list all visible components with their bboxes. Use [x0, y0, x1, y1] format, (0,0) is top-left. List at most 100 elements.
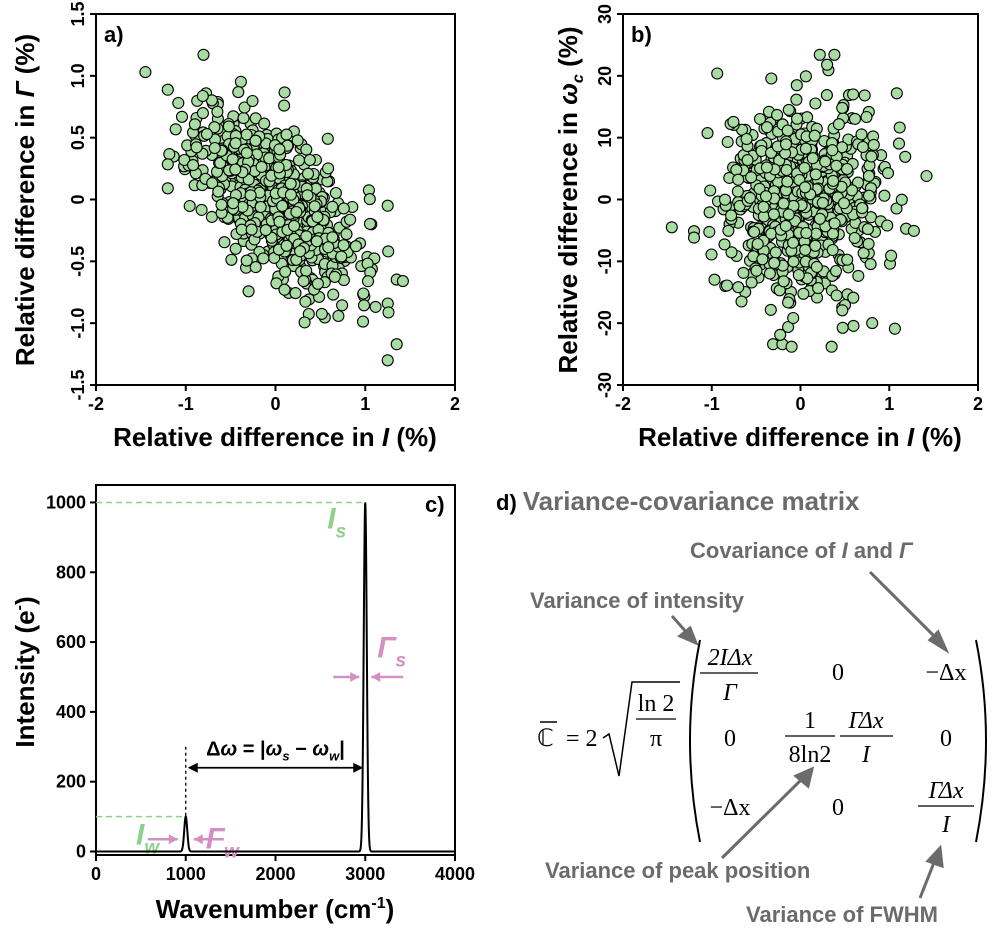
scatter-point	[735, 295, 748, 308]
scatter-point	[297, 275, 310, 288]
arrow-strong-fwhm-left-head	[350, 671, 360, 682]
scatter-point	[249, 134, 262, 147]
scatter-point	[703, 225, 716, 238]
scatter-point	[855, 128, 868, 141]
scatter-point	[299, 295, 312, 308]
x-tick-label: 2000	[255, 864, 295, 884]
scatter-point	[289, 287, 302, 300]
scatter-point	[779, 219, 792, 232]
scatter-point	[828, 48, 841, 61]
scatter-point	[826, 243, 839, 257]
scatter-point	[852, 269, 865, 282]
scatter-point	[301, 167, 315, 180]
label-strong-fwhm: Γs	[377, 631, 406, 671]
scatter-point	[190, 141, 203, 154]
scatter-point	[229, 137, 242, 150]
scatter-point	[812, 282, 825, 295]
scatter-point	[819, 155, 832, 168]
scatter-point	[363, 217, 377, 230]
x-tick-label: 1	[884, 394, 894, 414]
scatter-point	[860, 110, 873, 124]
scatter-point	[232, 86, 245, 99]
m21: 0	[724, 726, 736, 752]
scatter-point	[326, 231, 339, 244]
matrix-right-paren	[975, 639, 987, 843]
scatter-point	[866, 317, 879, 330]
scatter-point	[800, 226, 813, 240]
scatter-point	[195, 203, 208, 216]
scatter-point	[782, 320, 795, 334]
scatter-point	[300, 143, 313, 156]
scatter-point	[760, 121, 774, 134]
scatter-point	[740, 132, 753, 146]
scatter-point	[885, 249, 898, 262]
scatter-point	[813, 48, 826, 61]
panel-b-xlabel: Relative difference in I (%)	[638, 422, 962, 452]
scatter-point	[322, 241, 335, 254]
scatter-point	[865, 150, 878, 163]
y-tick-label: -20	[595, 310, 615, 336]
panel-c-annotations: Is Iw Γs Γw Δω = |ωs − ωw|	[96, 501, 406, 863]
scatter-point	[810, 260, 823, 273]
scatter-point	[390, 338, 403, 351]
scatter-point	[258, 117, 271, 130]
scatter-point	[315, 307, 328, 320]
scatter-point	[188, 118, 201, 131]
scatter-point	[830, 289, 843, 302]
scatter-point	[820, 89, 833, 102]
scatter-point	[792, 268, 805, 282]
matrix-left-paren	[689, 639, 701, 843]
m22-frac1-numerator: 1	[804, 708, 816, 734]
scatter-point	[881, 219, 894, 232]
scatter-point	[890, 87, 903, 100]
scatter-point	[665, 221, 678, 234]
scatter-point	[234, 75, 247, 88]
scatter-point	[881, 167, 895, 180]
scatter-point	[278, 86, 291, 99]
scatter-point	[237, 112, 250, 125]
scatter-point	[327, 288, 340, 301]
panel-a-ticks: -2 -1 0 1 2 -1.5 -1.0 -0.5 0 0.5 1.0 1.5	[68, 1, 460, 414]
scatter-point	[249, 261, 262, 274]
scatter-point	[701, 127, 714, 140]
scatter-point	[721, 135, 734, 149]
scatter-point	[750, 264, 763, 277]
scatter-point	[161, 182, 174, 195]
scatter-point	[357, 287, 370, 300]
scatter-point	[218, 236, 231, 249]
m33-numerator: ΓΔx	[928, 778, 964, 804]
panel-a-letter: a)	[104, 22, 124, 47]
scatter-point	[329, 186, 342, 200]
scatter-point	[328, 270, 341, 283]
scatter-point	[782, 296, 795, 309]
scatter-point	[777, 275, 790, 288]
scatter-point	[764, 303, 777, 316]
y-tick-label: 0	[76, 842, 86, 862]
m22-frac2-numerator: ΓΔx	[848, 708, 884, 734]
scatter-point	[245, 223, 258, 236]
x-tick-label: -1	[178, 394, 194, 414]
arrow-variance-intensity-head	[677, 625, 699, 646]
panel-c-ticks: 0 1000 2000 3000 4000 0 200 400 600 800 1000	[46, 492, 475, 884]
arrow-variance-fwhm-head	[925, 844, 944, 869]
y-tick-label: 0.5	[68, 125, 88, 150]
scatter-point	[196, 107, 209, 120]
scatter-point	[235, 223, 248, 236]
m22-frac2-denominator: I	[861, 742, 871, 768]
scatter-point	[828, 217, 841, 230]
scatter-point	[847, 291, 860, 304]
m11-denominator: Γ	[722, 680, 738, 706]
scatter-point	[748, 225, 761, 239]
scatter-point	[344, 213, 357, 226]
scatter-point	[829, 264, 843, 278]
scatter-point	[847, 88, 860, 101]
scatter-point	[720, 279, 734, 292]
scatter-point	[161, 158, 174, 171]
label-covariance-i-gamma: Covariance of I and Γ	[690, 538, 914, 563]
scatter-point	[254, 200, 267, 214]
scatter-point	[270, 277, 283, 290]
m12: 0	[832, 660, 844, 686]
scatter-point	[856, 140, 869, 154]
x-tick-label: 1	[360, 394, 370, 414]
